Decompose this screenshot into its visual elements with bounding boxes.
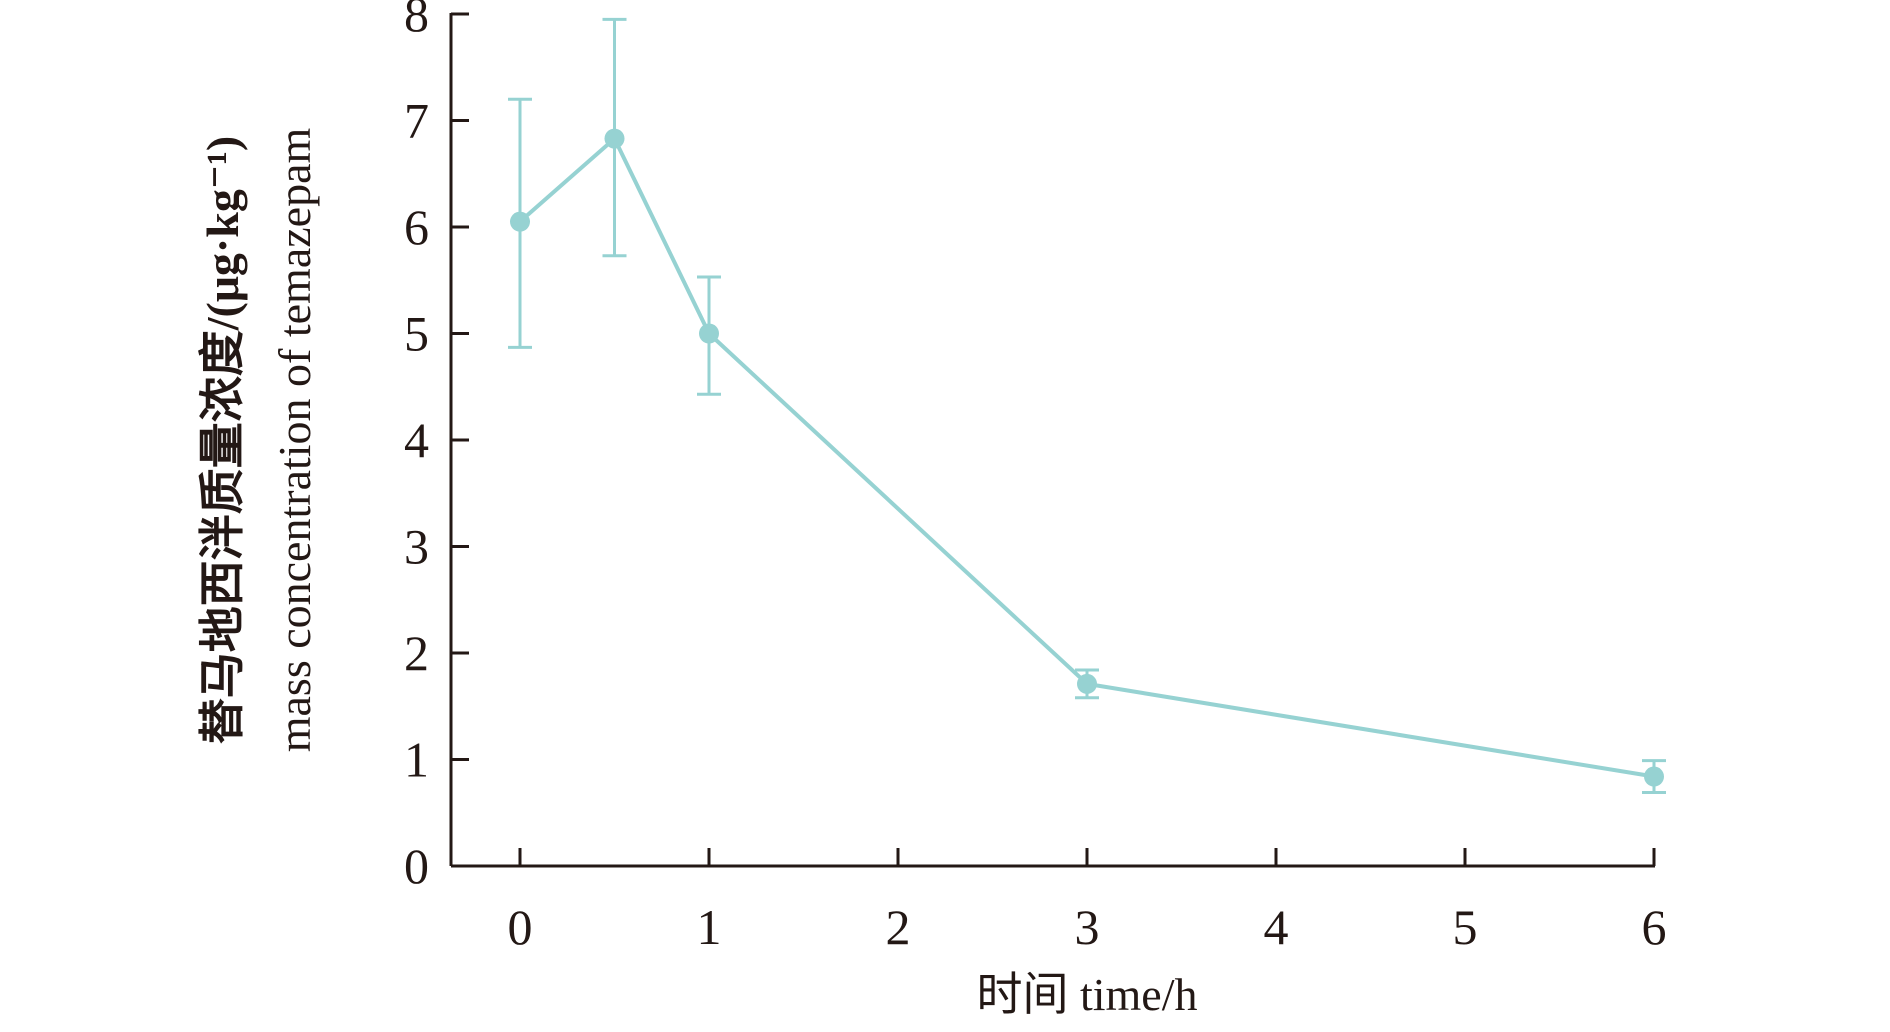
y-tick-label: 6 bbox=[404, 199, 429, 255]
data-point bbox=[1077, 673, 1097, 694]
y-tick-label: 0 bbox=[404, 838, 429, 894]
y-tick-label: 3 bbox=[404, 519, 429, 575]
y-tick-label: 7 bbox=[404, 93, 429, 149]
x-tick-label: 5 bbox=[1453, 899, 1478, 955]
y-tick-label: 2 bbox=[404, 625, 429, 681]
data-point bbox=[604, 128, 625, 149]
data-point bbox=[1644, 766, 1664, 787]
x-tick-label: 3 bbox=[1075, 899, 1100, 955]
x-axis-title: 时间 time/h bbox=[976, 969, 1197, 1020]
x-tick-label: 0 bbox=[508, 899, 533, 955]
y-tick-label: 4 bbox=[404, 412, 429, 468]
y-axis-title-cn: 替马地西泮质量浓度/(μg·kg⁻¹) bbox=[197, 136, 248, 745]
y-tick-label: 1 bbox=[404, 732, 429, 788]
x-tick-label: 6 bbox=[1642, 899, 1667, 955]
y-tick-label: 8 bbox=[404, 0, 429, 42]
y-tick-label: 5 bbox=[404, 306, 429, 362]
data-point bbox=[510, 211, 530, 232]
series-marks bbox=[508, 17, 1666, 795]
axes: 0 1 2 3 4 5 6 7 8 0 1 2 3 4 5 6 bbox=[404, 0, 1667, 955]
x-tick-label: 2 bbox=[886, 899, 911, 955]
x-tick-label: 4 bbox=[1264, 899, 1289, 955]
data-point bbox=[699, 323, 719, 344]
y-axis-title-en: mass concentration of temazepam bbox=[269, 127, 320, 752]
x-tick-label: 1 bbox=[697, 899, 722, 955]
